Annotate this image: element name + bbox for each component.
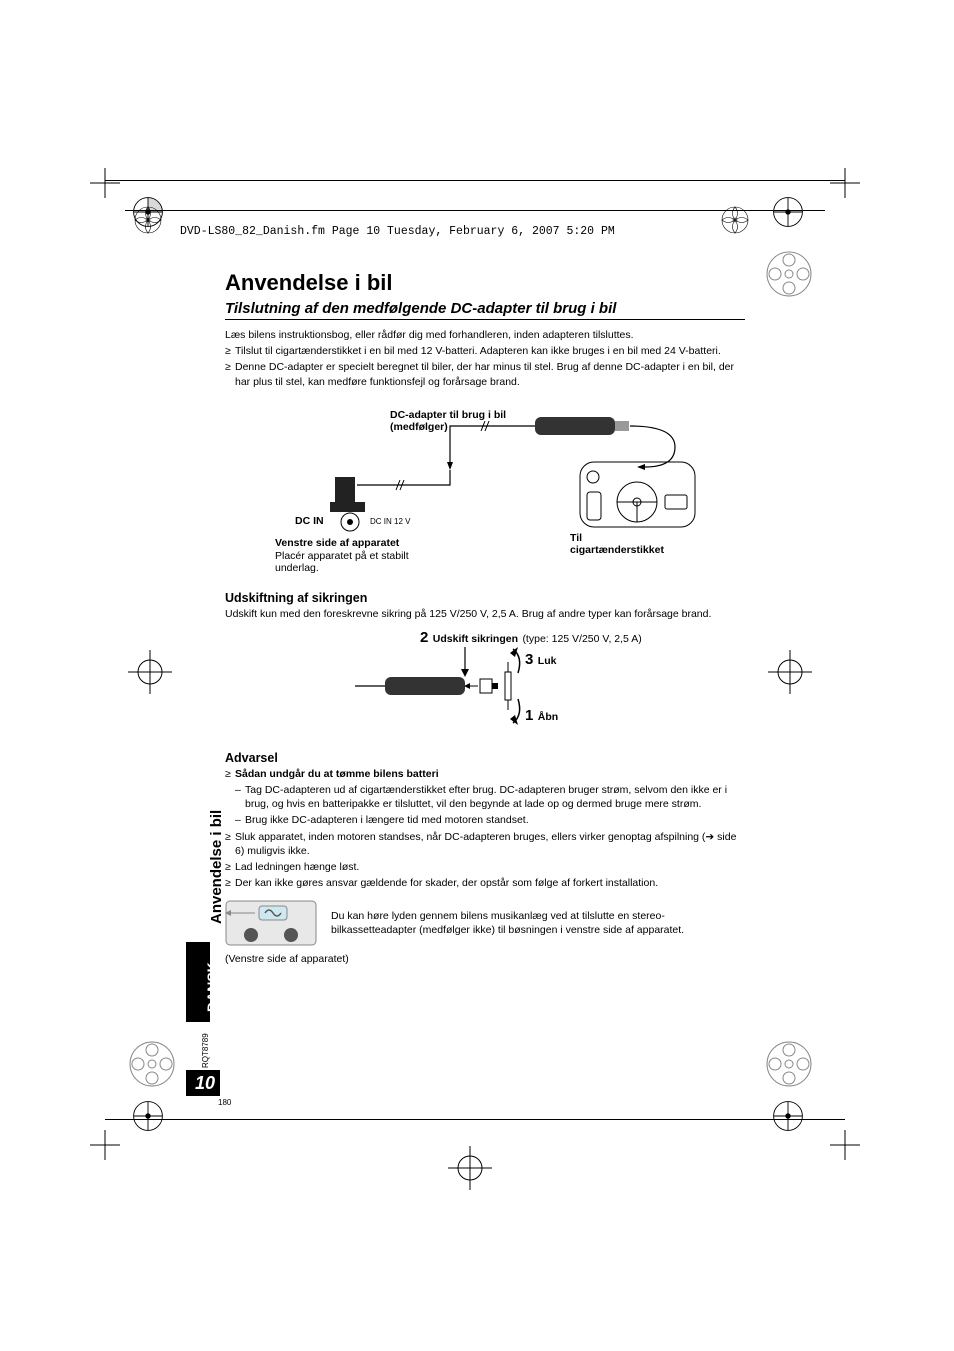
crop-tr (830, 168, 860, 198)
fuse-text: Udskift kun med den foreskrevne sikring … (225, 607, 745, 621)
dc-in-sub: DC IN 12 V (370, 517, 410, 526)
fuse-diagram: 2 Udskift sikringen (type: 125 V/250 V, … (225, 627, 745, 737)
title-rule (225, 319, 745, 320)
headphone-jack-icon (225, 900, 317, 946)
warning-heading: Advarsel (225, 751, 745, 765)
audio-caption: (Venstre side af apparatet) (225, 952, 745, 966)
audio-text: Du kan høre lyden gennem bilens musikanl… (331, 909, 745, 937)
lighter-label-1: Til (570, 532, 582, 544)
side-tab-lang: DANSK (204, 962, 220, 1012)
step2-num: 2 (420, 629, 428, 646)
step1-num: 1 (525, 707, 533, 724)
adapter-label-1: DC-adapter til brug i bil (390, 409, 506, 421)
doc-id: RQT8789 (201, 1033, 210, 1068)
intro-b2: Denne DC-adapter er specielt beregnet ti… (235, 360, 745, 388)
lighter-label-2: cigartænderstikket (570, 544, 664, 556)
warn-b1-head: Sådan undgår du at tømme bilens batteri (235, 767, 439, 781)
warning-block: ≥Sådan undgår du at tømme bilens batteri… (225, 767, 745, 890)
reg-cross-bottom (448, 1146, 492, 1190)
crop-bl (90, 1130, 120, 1160)
header-filepath: DVD-LS80_82_Danish.fm Page 10 Tuesday, F… (180, 225, 615, 238)
warn-b3: Lad ledningen hænge løst. (235, 860, 359, 874)
header-rule (125, 210, 825, 211)
fuse-heading: Udskiftning af sikringen (225, 591, 745, 605)
warn-b1-s2: Brug ikke DC-adapteren i længere tid med… (245, 813, 529, 827)
abs-page-number: 180 (218, 1098, 231, 1107)
step2-type: (type: 125 V/250 V, 2,5 A) (522, 633, 641, 645)
warn-b4: Der kan ikke gøres ansvar gældende for s… (235, 876, 658, 890)
page-number: 10 (195, 1073, 215, 1094)
crop-br (830, 1130, 860, 1160)
step2-label: Udskift sikringen (433, 633, 518, 645)
adapter-label-2: (medfølger) (390, 421, 448, 433)
side-tab-section: Anvendelse i bil (208, 810, 225, 924)
left-side-title: Venstre side af apparatet (275, 537, 399, 549)
step3-num: 3 (525, 651, 533, 668)
left-side-caption: Placér apparatet på et stabilt underlag. (275, 550, 445, 574)
intro-block: Læs bilens instruktionsbog, eller rådfør… (225, 328, 745, 389)
page-subtitle: Tilslutning af den medfølgende DC-adapte… (225, 300, 745, 317)
audio-adapter-row: Du kan høre lyden gennem bilens musikanl… (225, 900, 745, 946)
step3-label: Luk (538, 655, 557, 667)
connection-diagram: DC-adapter til brug i bil (medfølger) DC… (225, 407, 745, 577)
intro-b1: Tilslut til cigartænderstikket i en bil … (235, 344, 721, 358)
warn-b2: Sluk apparatet, inden motoren standses, … (235, 830, 745, 858)
intro-p1: Læs bilens instruktionsbog, eller rådfør… (225, 328, 745, 342)
crop-tl (90, 168, 120, 198)
warn-b1-s1: Tag DC-adapteren ud af cigartænderstikke… (245, 783, 745, 811)
dc-in-label: DC IN (295, 515, 324, 527)
step1-label: Åbn (538, 711, 558, 723)
page-title: Anvendelse i bil (225, 270, 745, 296)
